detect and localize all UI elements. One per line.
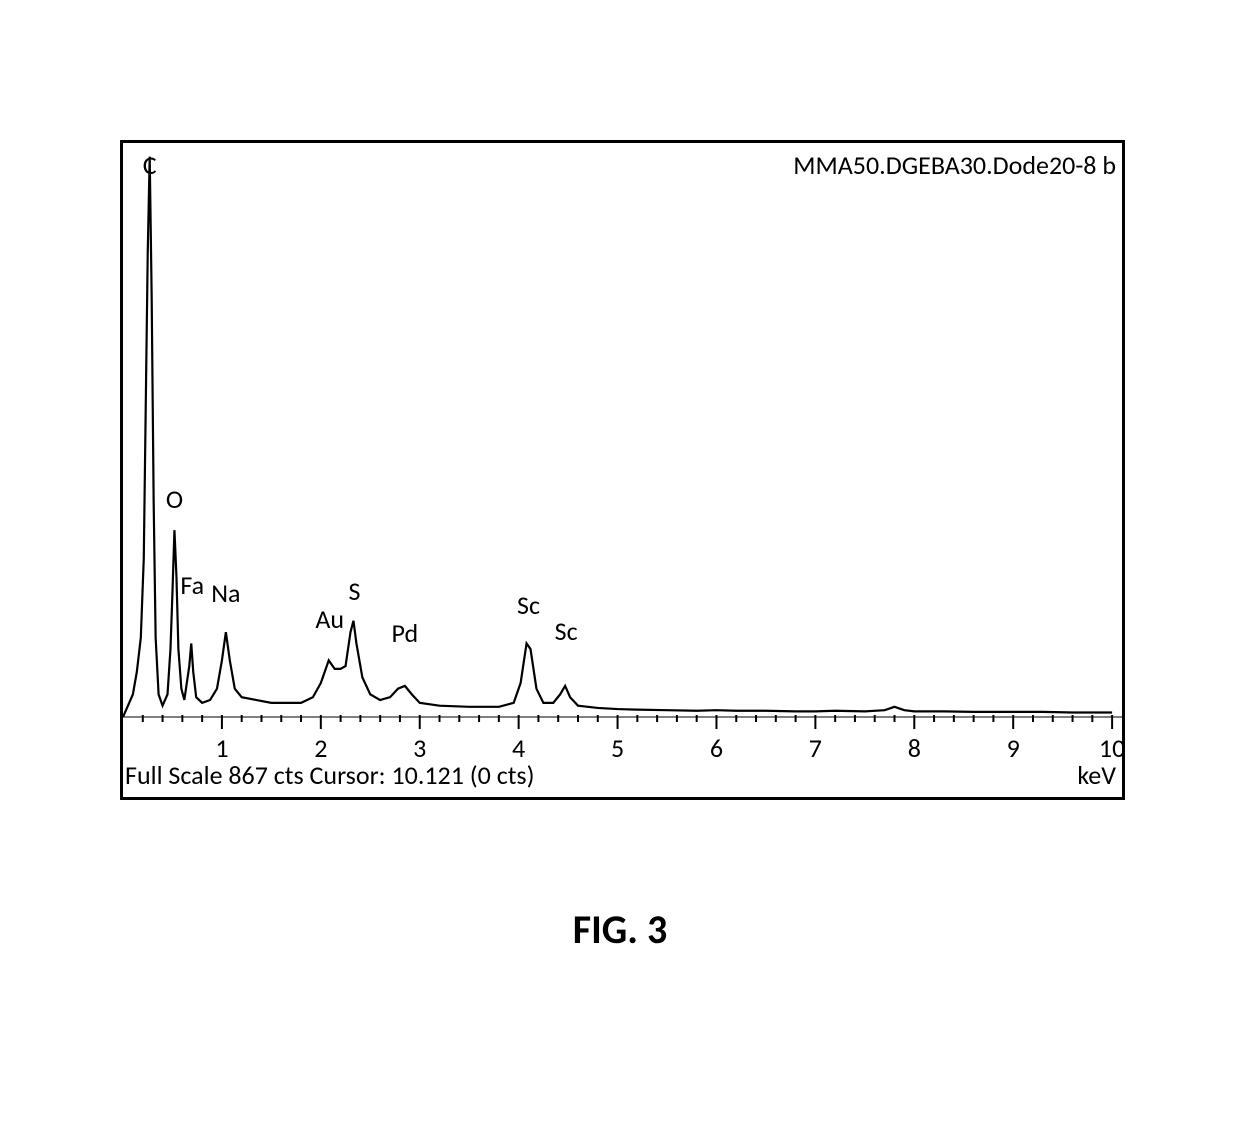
peak-label: Na	[211, 577, 240, 609]
x-tick-label: 8	[908, 732, 921, 764]
x-tick-label: 5	[611, 732, 624, 764]
peak-label: Pd	[392, 617, 419, 649]
x-axis-unit: keV	[1077, 759, 1116, 791]
spectrum-line	[123, 143, 1122, 718]
x-tick-label: 7	[809, 732, 822, 764]
x-tick-label: 9	[1007, 732, 1020, 764]
peak-label: Au	[315, 603, 344, 635]
peak-label: C	[143, 149, 157, 181]
x-tick-label: 6	[710, 732, 723, 764]
chart-frame: MMA50.DGEBA30.Dode20-8 b COFaNaAuSPdScSc…	[120, 140, 1125, 800]
plot-area: C O FaNa AuS Pd Sc Sc	[123, 143, 1122, 718]
peak-label: Sc	[555, 615, 578, 647]
peak-label: O	[166, 483, 183, 515]
peak-label: Fa	[180, 569, 204, 601]
peak-label: Sc	[517, 589, 540, 621]
peak-label: S	[348, 575, 360, 607]
status-cursor-text: Full Scale 867 cts Cursor: 10.121 (0 cts…	[125, 759, 535, 791]
figure-caption: FIG. 3	[0, 905, 1240, 954]
